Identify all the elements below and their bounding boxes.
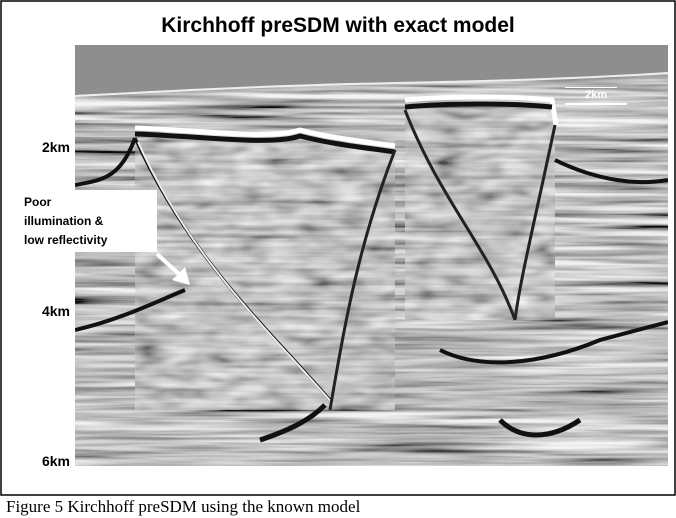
- seismic-image: [75, 45, 668, 466]
- depth-label: 2km: [42, 139, 70, 155]
- depth-label: 6km: [42, 453, 70, 469]
- scale-label: 2km: [585, 89, 607, 101]
- depth-label: 4km: [42, 303, 70, 319]
- caption: Figure 5 Kirchhoff preSDM using the know…: [6, 497, 361, 516]
- annotation-text: illumination &: [24, 214, 104, 228]
- annotation-text: low reflectivity: [24, 233, 108, 247]
- texture: [75, 45, 668, 466]
- scale-bar-top: [565, 87, 617, 88]
- page: 2km Kirchhoff preSDM with exact model 2k…: [0, 0, 676, 518]
- annotation-text: Poor: [24, 195, 52, 209]
- figure: 2km Kirchhoff preSDM with exact model 2k…: [0, 0, 676, 518]
- scale-bar: [565, 103, 627, 105]
- figure-title: Kirchhoff preSDM with exact model: [161, 14, 515, 37]
